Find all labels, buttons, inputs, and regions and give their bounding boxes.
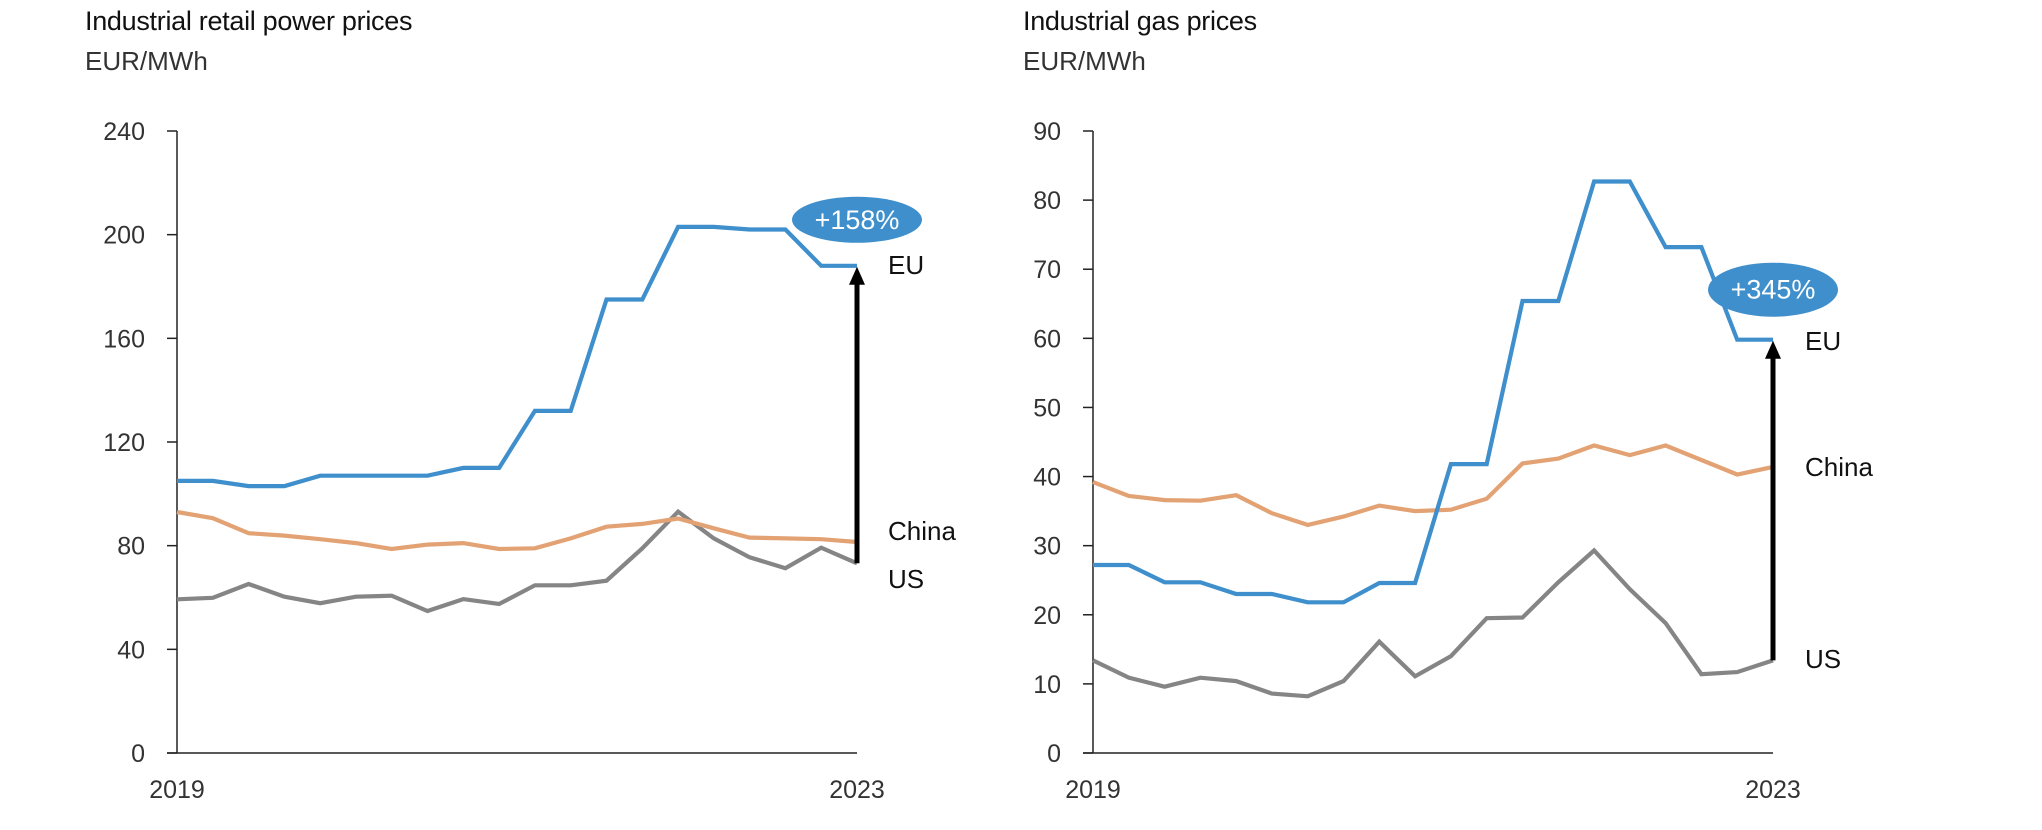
y-tick-label: 20	[1033, 602, 1061, 630]
y-tick-label: 200	[103, 222, 145, 250]
series-line-china	[176, 509, 858, 552]
y-tick-label: 0	[131, 740, 145, 768]
x-tick-label-end: 2023	[1745, 776, 1801, 804]
increase-arrow-head	[1765, 340, 1781, 359]
y-tick-label: 70	[1033, 256, 1061, 284]
series-label-us: US	[888, 564, 924, 594]
y-tick-label: 240	[103, 118, 145, 146]
series-line-us	[1092, 547, 1774, 699]
series-line-us	[176, 508, 858, 614]
y-tick-label: 60	[1033, 325, 1061, 353]
power-chart-unit: EUR/MWh	[85, 46, 208, 76]
power-price-chart: 0 40 80 120 160 200 240 2019 2023 EU China US +158%	[103, 118, 956, 804]
y-tick-label: 0	[1047, 740, 1061, 768]
increase-arrow-head	[849, 266, 865, 285]
gas-chart-title: Industrial gas prices	[1023, 6, 1257, 36]
series-line-eu	[1093, 179, 1773, 605]
gas-price-chart: 0 10 20 30 40 50 60 70 80 90 2019 2023 EU China US +345…	[1033, 118, 1873, 804]
power-chart-title: Industrial retail power prices	[85, 6, 413, 36]
y-tick-label: 80	[1033, 187, 1061, 215]
y-tick-label: 40	[1033, 464, 1061, 492]
percent-change-badge	[792, 196, 922, 243]
x-tick-label-end: 2023	[829, 776, 885, 804]
y-tick-label: 40	[117, 636, 145, 664]
x-tick-label-start: 2019	[149, 776, 205, 804]
series-label-us: US	[1805, 644, 1841, 674]
series-label-eu: EU	[1805, 326, 1841, 356]
y-tick-label: 10	[1033, 671, 1061, 699]
y-tick-label: 120	[103, 429, 145, 457]
y-tick-label: 30	[1033, 533, 1061, 561]
x-tick-label-start: 2019	[1065, 776, 1121, 804]
percent-change-label: +345%	[1731, 275, 1816, 305]
series-line-eu	[177, 224, 857, 489]
gas-chart-unit: EUR/MWh	[1023, 46, 1146, 76]
y-tick-label: 50	[1033, 394, 1061, 422]
percent-change-badge	[1708, 262, 1838, 317]
y-tick-label: 90	[1033, 118, 1061, 146]
series-line-china	[1092, 443, 1774, 528]
series-label-eu: EU	[888, 250, 924, 280]
series-label-china: China	[888, 516, 956, 546]
series-label-china: China	[1805, 452, 1873, 482]
percent-change-label: +158%	[815, 205, 900, 235]
y-tick-label: 160	[103, 325, 145, 353]
y-tick-label: 80	[117, 533, 145, 561]
